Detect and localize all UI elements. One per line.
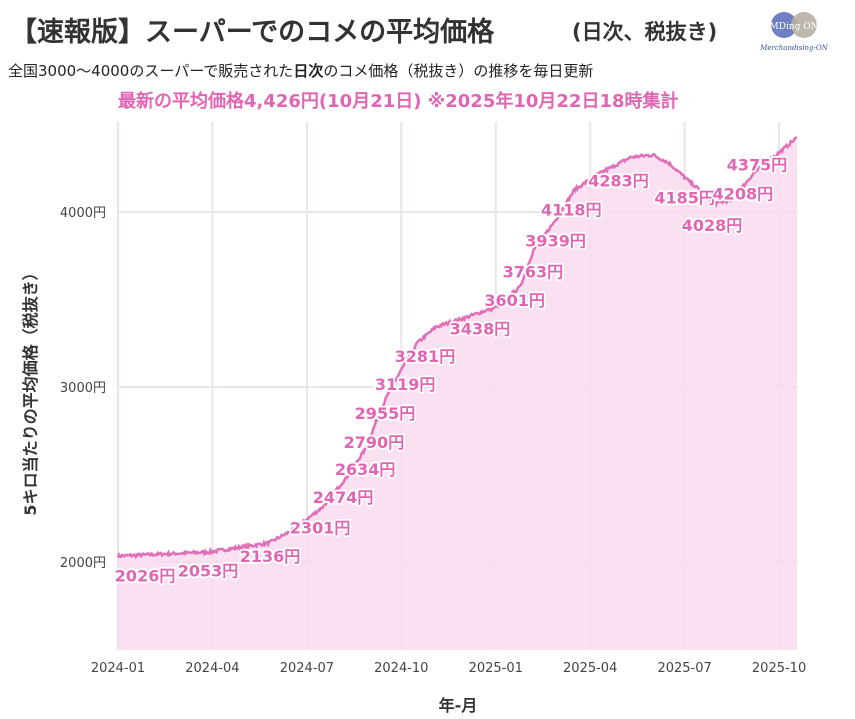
data-label: 2790円 [344,433,405,452]
data-label: 4375円 [727,155,788,174]
data-label: 3438円 [450,319,511,338]
x-tick-label: 2025-07 [657,661,711,676]
y-tick-label: 2000円 [60,556,106,571]
plot-area [116,136,798,650]
price-line [116,136,798,560]
x-tick-label: 2025-04 [563,661,617,676]
svg-text:Merchandising-ON: Merchandising-ON [759,44,828,52]
data-label: 3601円 [484,291,545,310]
x-tick-label: 2024-10 [374,661,428,676]
x-tick-label: 2024-01 [91,661,145,676]
data-label: 4185円 [654,189,715,208]
data-label: 4118円 [541,200,602,219]
data-label: 2955円 [355,404,416,423]
y-tick-label: 3000円 [60,381,106,396]
x-tick-label: 2025-01 [469,661,523,676]
data-label: 2634円 [335,460,396,479]
data-label: 3281円 [395,347,456,366]
x-tick-label: 2024-04 [185,661,239,676]
axis-ticks: 2024-01 2024-04 2024-07 2024-10 2025-01 2025-… [60,206,806,676]
x-tick-label: 2024-07 [280,661,334,676]
y-tick-label: 4000円 [60,206,106,221]
data-label: 2301円 [290,518,351,537]
data-label: 2053円 [178,562,239,581]
x-axis-label: 年-月 [439,696,478,715]
data-label: 2136円 [240,547,301,566]
data-label: 4028円 [682,216,743,235]
chart-title: 【速報版】スーパーでのコメの平均価格 [10,17,495,48]
data-label: 4208円 [713,185,774,204]
latest-price-note: 最新の平均価格4,426円(10月21日) ※2025年10月22日18時集計 [118,90,679,112]
chart-title-suffix: (日次、税抜き) [572,20,717,44]
data-label: 4283円 [588,171,649,190]
data-label: 2026円 [115,566,176,585]
svg-text:MDing ON: MDing ON [770,22,819,32]
data-label: 3939円 [525,232,586,251]
subtitle: 全国3000～4000のスーパーで販売された日次のコメ価格（税抜き）の推移を毎日… [8,62,593,80]
logo: MDing ON Merchandising-ON [759,12,829,52]
data-label: 3763円 [503,262,564,281]
data-label: 2474円 [313,488,374,507]
data-label: 3119円 [375,375,436,394]
y-axis-label: 5キロ当たりの平均価格（税抜き） [21,264,40,515]
area-fill [118,137,798,650]
x-tick-label: 2025-10 [752,661,806,676]
